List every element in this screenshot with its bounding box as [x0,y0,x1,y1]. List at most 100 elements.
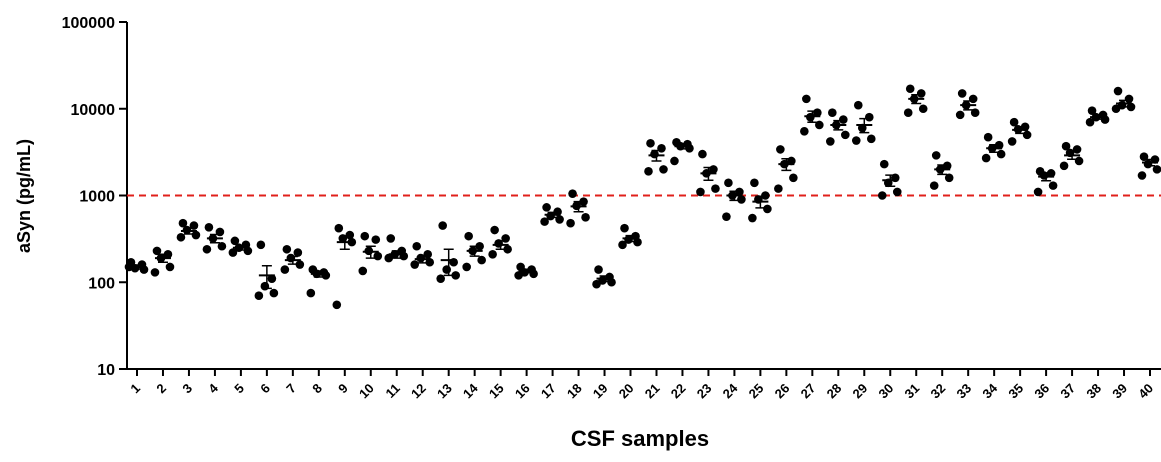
data-point [1124,94,1134,104]
data-point [490,225,499,235]
x-tick-label: 11 [383,381,403,401]
x-tick-label: 12 [408,381,429,402]
x-tick-label: 22 [668,381,689,402]
data-point [866,134,876,144]
data-point [955,110,965,120]
error-bar [443,248,454,277]
data-point [633,237,642,247]
x-tick-label: 14 [460,380,481,401]
x-tick-label: 4 [205,380,221,396]
error-bar [183,227,194,235]
data-point [841,130,850,140]
data-point [996,149,1006,159]
data-point [929,181,939,190]
error-bar [469,245,480,257]
error-bar [261,264,272,290]
data-point [877,191,887,200]
error-bar [339,235,350,251]
data-point [230,236,240,246]
data-point [594,265,603,274]
y-tick-label: 100000 [62,15,115,32]
x-tick-label: 8 [309,381,325,397]
data-point [851,136,861,145]
error-bar [521,268,532,274]
data-point [228,248,238,257]
x-tick-label: 3 [179,381,195,397]
x-tick-label: 37 [1057,381,1078,402]
x-tick-label: 32 [927,381,948,402]
data-point [293,248,303,257]
error-bar [1067,151,1078,160]
data-point [386,234,396,243]
data-point [864,112,874,122]
x-tick-label: 26 [772,381,793,402]
error-bar [885,174,896,187]
data-point [384,253,394,263]
data-point [981,153,991,163]
data-point [1059,161,1069,171]
data-point [1111,104,1121,114]
data-point [282,244,292,254]
data-point [646,138,655,148]
data-point [280,265,290,274]
error-bar [677,142,688,150]
x-tick-label: 38 [1083,381,1104,402]
data-point [618,240,627,250]
data-point [165,262,175,272]
data-point [514,271,523,280]
data-point [1143,159,1153,169]
data-point [1085,117,1095,127]
data-point [1007,137,1017,146]
data-point [839,115,848,124]
data-point [373,251,383,261]
data-point [334,223,344,233]
data-point [178,218,188,228]
error-bar [1145,158,1155,167]
data-point [260,281,270,291]
x-tick-label: 21 [642,381,663,402]
data-point [477,255,486,265]
data-point [399,251,409,261]
data-point [412,241,422,251]
y-tick-label: 10 [97,362,115,379]
data-point [931,151,941,160]
data-point [438,221,447,230]
data-point [737,195,746,204]
error-bar [417,254,428,264]
error-bar [703,166,714,181]
x-tick-label: 13 [434,381,455,402]
data-point [176,232,186,242]
x-tick-label: 6 [257,381,273,397]
data-point [944,173,954,183]
error-bar [807,110,818,123]
data-point [763,204,772,214]
x-tick-label: 25 [746,381,767,402]
data-point [607,277,616,287]
data-point [968,94,978,104]
data-point [256,240,266,250]
data-point [853,100,863,110]
data-point [345,230,355,240]
error-bar [157,253,168,264]
error-bar [937,164,948,176]
data-point [879,159,889,169]
data-point [503,244,512,254]
error-bar [235,244,246,251]
data-point [371,235,381,244]
x-axis-label: CSF samples [571,426,709,451]
data-point [423,249,433,259]
data-point [761,191,770,200]
data-point [566,218,575,228]
x-tick-label: 31 [902,381,923,402]
data-point [150,268,160,277]
data-point [1074,156,1084,166]
data-point [332,300,342,310]
x-tick-label: 15 [486,381,507,402]
data-point [1009,117,1019,127]
x-tick-label: 17 [538,381,559,402]
data-point [1137,171,1147,180]
data-point [892,187,902,197]
x-tick-label: 10 [356,381,377,402]
data-point [269,288,279,298]
